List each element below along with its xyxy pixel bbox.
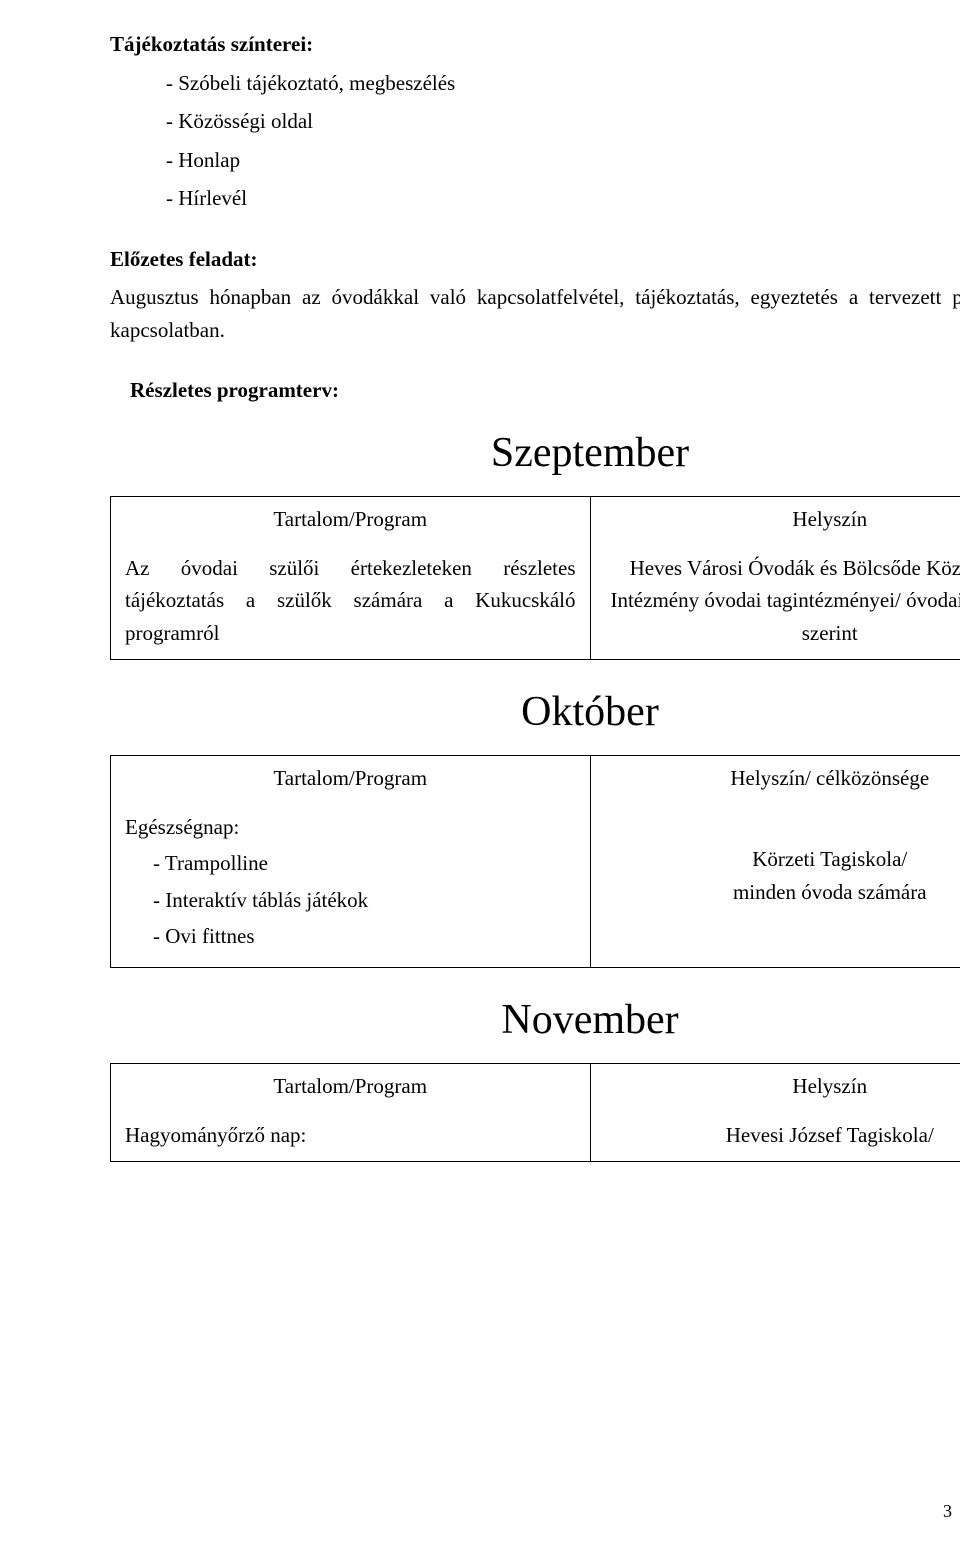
intro-list-item: Közösségi oldal — [166, 105, 960, 138]
table-october: Tartalom/Program Helyszín/ célközönsége … — [110, 755, 960, 968]
section-heading-tajekoztatas: Tájékoztatás színterei: — [110, 28, 960, 61]
table-header-cell: Helyszín/ célközönsége — [590, 756, 960, 805]
page-number: 3 — [943, 1498, 952, 1526]
section-heading-programterv: Részletes programterv: — [130, 374, 960, 407]
table-september: Tartalom/Program Helyszín Az óvodai szül… — [110, 496, 960, 660]
month-title-september: Szeptember — [110, 421, 960, 486]
page-3: { "heading1": "Tájékoztatás színterei:",… — [110, 28, 960, 1552]
table-header-cell: Helyszín — [590, 497, 960, 546]
cell-label: Egészségnap: — [125, 815, 239, 839]
table-november: Tartalom/Program Helyszín Hagyományőrző … — [110, 1063, 960, 1162]
list-item: Interaktív táblás játékok — [153, 884, 576, 917]
intro-paragraph: Augusztus hónapban az óvodákkal való kap… — [110, 281, 960, 346]
table-header-cell: Tartalom/Program — [111, 497, 591, 546]
intro-list-item: Szóbeli tájékoztató, megbeszélés — [166, 67, 960, 100]
list-item: Trampolline — [153, 847, 576, 880]
intro-list-item: Honlap — [166, 144, 960, 177]
month-title-october: Október — [110, 680, 960, 745]
table-body-cell: Hevesi József Tagiskola/ — [590, 1113, 960, 1162]
table-body-cell: Hagyományőrző nap: — [111, 1113, 591, 1162]
intro-list-item: Hírlevél — [166, 182, 960, 215]
table-header-cell: Helyszín — [590, 1064, 960, 1113]
table-header-cell: Tartalom/Program — [111, 1064, 591, 1113]
intro-list: Szóbeli tájékoztató, megbeszélés Közössé… — [110, 67, 960, 215]
cell-line: minden óvoda számára — [605, 876, 960, 909]
cell-line: Körzeti Tagiskola/ — [605, 843, 960, 876]
table-body-cell: Az óvodai szülői értekezleteken részlete… — [111, 546, 591, 660]
month-title-november: November — [110, 988, 960, 1053]
section-heading-elozetes: Előzetes feladat: — [110, 243, 960, 276]
october-items: Trampolline Interaktív táblás játékok Ov… — [125, 847, 576, 953]
table-header-cell: Tartalom/Program — [111, 756, 591, 805]
table-body-cell: Egészségnap: Trampolline Interaktív tábl… — [111, 805, 591, 968]
list-item: Ovi fittnes — [153, 920, 576, 953]
table-body-cell: Heves Városi Óvodák és Bölcsőde Köznevel… — [590, 546, 960, 660]
table-body-cell: Körzeti Tagiskola/ minden óvoda számára — [590, 805, 960, 968]
